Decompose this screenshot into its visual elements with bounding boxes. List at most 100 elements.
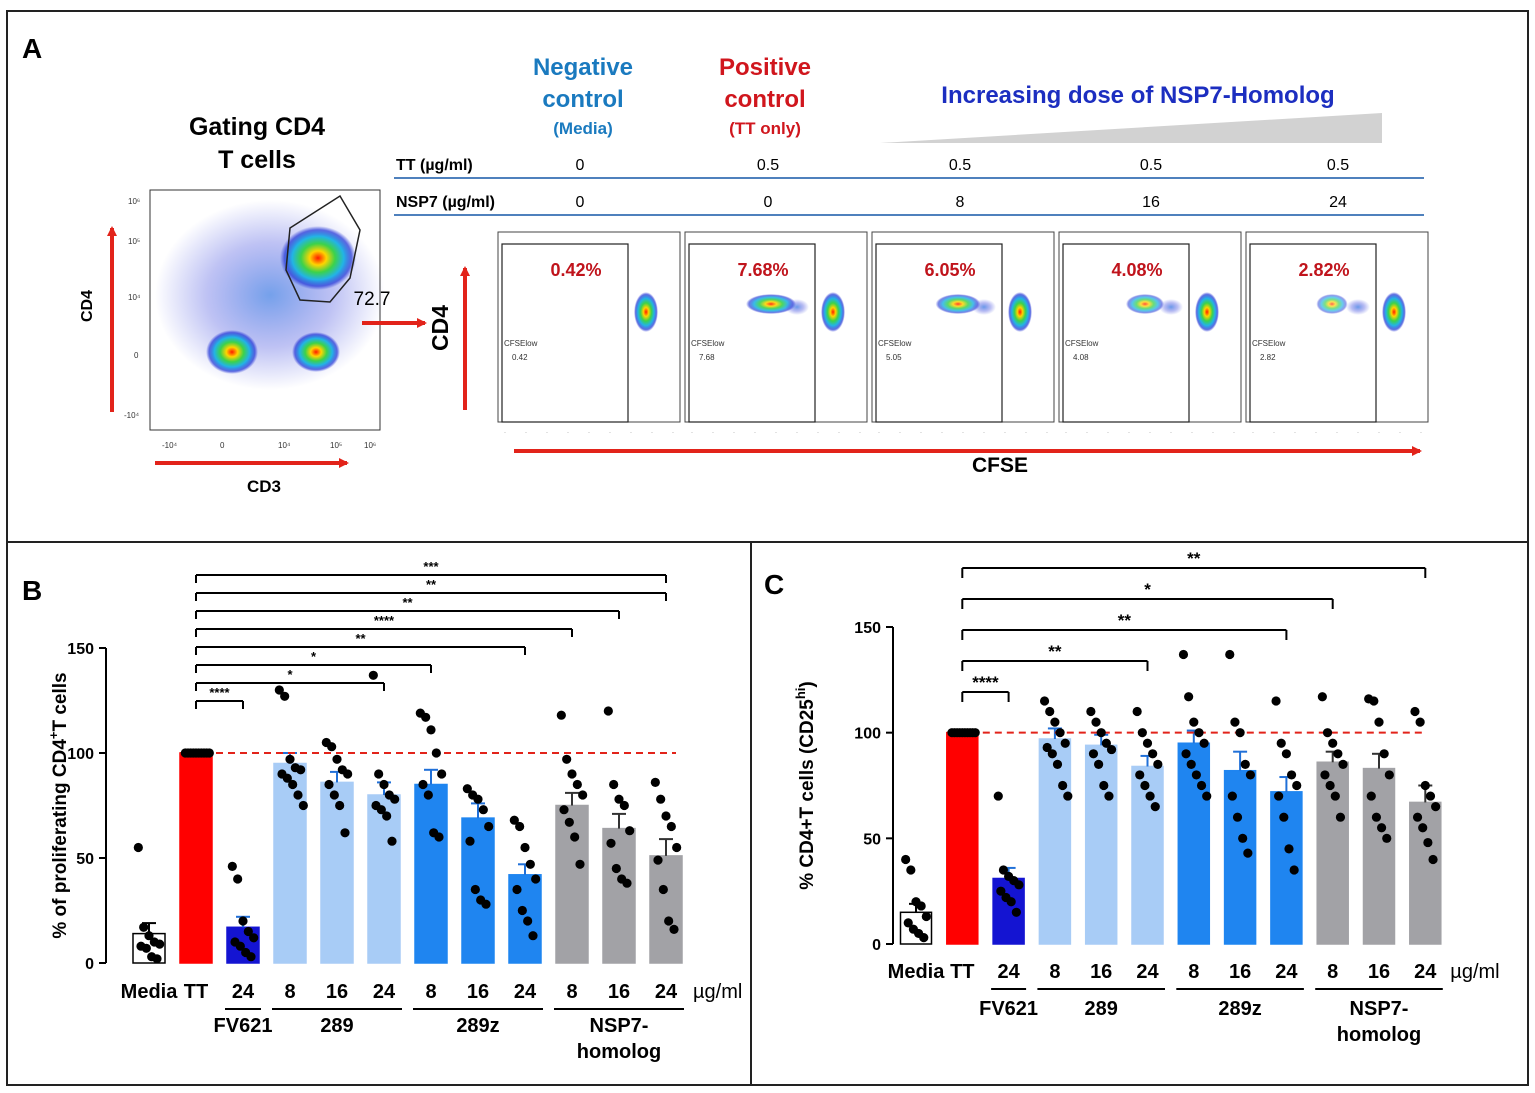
bar-9 <box>1316 761 1349 945</box>
cfse-tick: · <box>1065 430 1067 436</box>
category-label-10: 16 <box>1368 961 1390 983</box>
category-label-7: 16 <box>1229 961 1251 983</box>
data-point-3-0 <box>1039 696 1050 706</box>
data-point-7-3 <box>1240 759 1250 769</box>
data-point-9-7 <box>570 832 580 842</box>
data-point-6-5 <box>418 779 428 790</box>
data-point-5-7 <box>382 811 392 821</box>
cfse-tick: · <box>588 430 590 436</box>
cfse-tick: · <box>1378 430 1380 436</box>
tt-values: 0 0.5 0.5 0.5 0.5 <box>576 157 1350 174</box>
panel-letter-a: A <box>22 33 42 64</box>
data-point-3-0 <box>274 685 284 695</box>
data-point-4-3 <box>1101 738 1111 748</box>
data-point-7-4 <box>1245 770 1256 780</box>
data-point-9-1 <box>1322 728 1333 738</box>
cfse-tick: · <box>1273 430 1275 436</box>
data-point-1-9 <box>970 728 980 738</box>
cfse-tick: · <box>838 430 840 436</box>
data-point-8-8 <box>1289 865 1299 875</box>
cfselow-gate <box>688 243 816 423</box>
data-point-5-7 <box>1145 791 1155 801</box>
panel-letter-c: C <box>764 569 784 600</box>
data-point-8-7 <box>523 916 533 926</box>
y-axis-label: % of proliferating CD4+T cells <box>46 672 71 938</box>
data-point-7-8 <box>481 899 491 909</box>
cfse-panel-4: 2.82% CFSElow 2.82 · · · · · · · · · <box>1245 231 1429 436</box>
cfse-tick: · <box>525 430 527 436</box>
data-point-6-8 <box>1196 780 1207 791</box>
gating-population-top <box>280 226 356 290</box>
data-point-2-5 <box>996 886 1006 896</box>
cfse-tick: · <box>1212 430 1214 436</box>
data-point-3-7 <box>288 779 298 790</box>
category-label-4: 16 <box>326 981 348 1003</box>
data-point-10-8 <box>1382 833 1392 843</box>
data-point-7-7 <box>1238 833 1248 843</box>
gating-axis-ticks: 10⁶ 10⁵ 10⁴ 0 -10⁴ -10⁴ 0 10⁴ 10⁵ 10⁶ <box>124 197 376 450</box>
data-point-10-6 <box>611 863 621 874</box>
category-label-2: 24 <box>232 981 255 1003</box>
data-point-5-6 <box>376 805 386 815</box>
data-point-2-3 <box>243 926 253 937</box>
cfse-panel-3: 4.08% CFSElow 4.08 · · · · · · · · · <box>1058 231 1242 436</box>
data-point-5-1 <box>374 769 384 779</box>
sig-stars-4: **** <box>374 613 395 628</box>
svg-text:10⁵: 10⁵ <box>128 237 140 246</box>
data-point-4-1 <box>1091 717 1101 727</box>
sig-stars-1: * <box>287 667 293 682</box>
gating-population-right <box>292 332 340 372</box>
data-point-7-5 <box>1227 791 1237 801</box>
cfselow-label: CFSElow <box>691 339 725 348</box>
cfse-tick: · <box>609 430 611 436</box>
bar-4 <box>1084 744 1118 945</box>
svg-text:0: 0 <box>134 351 139 360</box>
data-point-9-6 <box>564 817 574 827</box>
cfse-percent-label: 2.82% <box>1298 260 1349 280</box>
undivided-population <box>1382 292 1406 332</box>
data-point-5-3 <box>1148 749 1158 759</box>
category-label-0: Media <box>888 961 946 983</box>
category-label-4: 16 <box>1090 961 1112 983</box>
cfselow-gate <box>1062 243 1190 423</box>
data-point-8-0 <box>1271 696 1281 706</box>
data-point-2-7 <box>1006 897 1016 907</box>
data-point-9-6 <box>1325 780 1335 791</box>
data-point-0-4 <box>921 911 931 922</box>
undivided-population <box>1008 292 1032 332</box>
tt-value-4: 0.5 <box>1327 157 1349 174</box>
divided-population-tail <box>785 299 809 315</box>
data-point-4-6 <box>1094 759 1104 769</box>
cfse-tick: · <box>1170 430 1172 436</box>
data-point-2-2 <box>238 916 248 926</box>
data-point-9-2 <box>567 769 577 779</box>
data-point-4-2 <box>332 754 342 764</box>
data-point-0-4 <box>155 939 165 949</box>
cfse-tick: · <box>1046 430 1048 436</box>
cfse-percent-label: 7.68% <box>737 260 788 280</box>
cfse-axis-ticks: · · · · · · · · · <box>1065 430 1235 436</box>
svg-text:10⁴: 10⁴ <box>128 293 141 302</box>
data-point-3-9 <box>1063 791 1073 801</box>
data-point-6-3 <box>431 748 441 758</box>
cfse-tick: · <box>1336 430 1338 436</box>
data-point-5-6 <box>1140 780 1150 791</box>
divided-population <box>746 294 796 314</box>
cfse-tick: · <box>1315 430 1317 436</box>
svg-text:10⁴: 10⁴ <box>278 441 291 450</box>
data-point-11-0 <box>1410 706 1420 717</box>
data-point-5-8 <box>1150 802 1160 812</box>
data-point-10-0 <box>603 706 613 716</box>
cfse-tick: · <box>672 430 674 436</box>
cfse-tick: · <box>899 430 901 436</box>
dose-wedge <box>880 113 1382 143</box>
data-point-9-8 <box>575 859 585 869</box>
cfse-tick: · <box>733 430 735 436</box>
data-point-1-9 <box>204 748 214 758</box>
category-label-3: 8 <box>1049 961 1060 983</box>
data-point-6-4 <box>1199 738 1209 748</box>
divided-population <box>935 294 981 314</box>
data-point-6-1 <box>421 712 431 722</box>
data-point-7-2 <box>473 794 483 804</box>
